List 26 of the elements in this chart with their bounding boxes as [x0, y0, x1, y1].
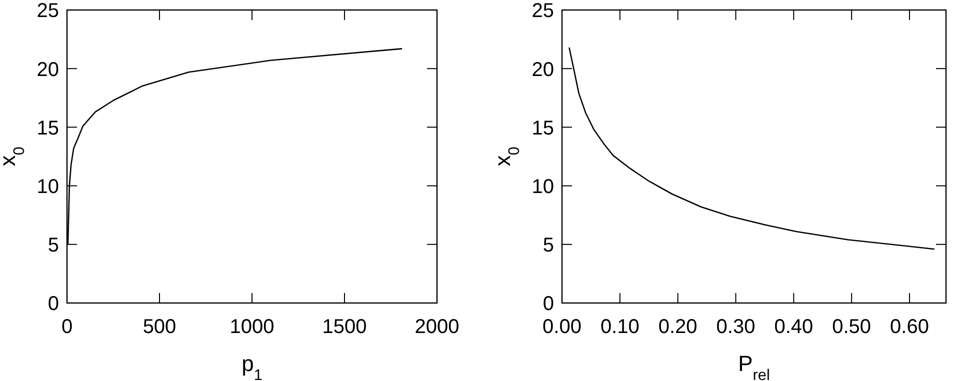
y-tick-label: 0	[542, 293, 554, 316]
x-tick-label: 0.50	[832, 316, 872, 338]
x-tick-label: 2000	[414, 316, 460, 338]
x-tick-label: 0.20	[658, 316, 698, 338]
y-tick-label: 25	[36, 0, 59, 22]
x-axis-title: p$_{1}$	[242, 351, 262, 381]
x-tick-label: 0.60	[890, 316, 929, 338]
y-tick-label: 15	[36, 117, 59, 140]
x-tick-label: 500	[142, 316, 176, 338]
x-tick-label: 0.00	[542, 316, 582, 338]
x-tick-label: 1000	[230, 316, 274, 338]
y-tick-label: 20	[532, 58, 554, 81]
x-axis-title: P$_{rel}$	[738, 351, 770, 381]
y-tick-label: 20	[36, 58, 59, 81]
y-tick-label: 25	[532, 0, 554, 22]
x-tick-label: 0.30	[716, 316, 756, 338]
y-tick-label: 10	[36, 176, 59, 198]
y-tick-label: 0	[48, 293, 59, 316]
x-tick-label: 0.10	[600, 316, 640, 338]
x-tick-label: 0	[61, 316, 73, 338]
x-tick-label: 1500	[322, 316, 367, 338]
y-tick-label: 15	[532, 117, 554, 140]
y-tick-label: 5	[542, 234, 554, 257]
y-tick-label: 10	[532, 176, 554, 198]
y-tick-label: 5	[48, 234, 59, 257]
x-tick-label: 0.40	[774, 316, 814, 338]
